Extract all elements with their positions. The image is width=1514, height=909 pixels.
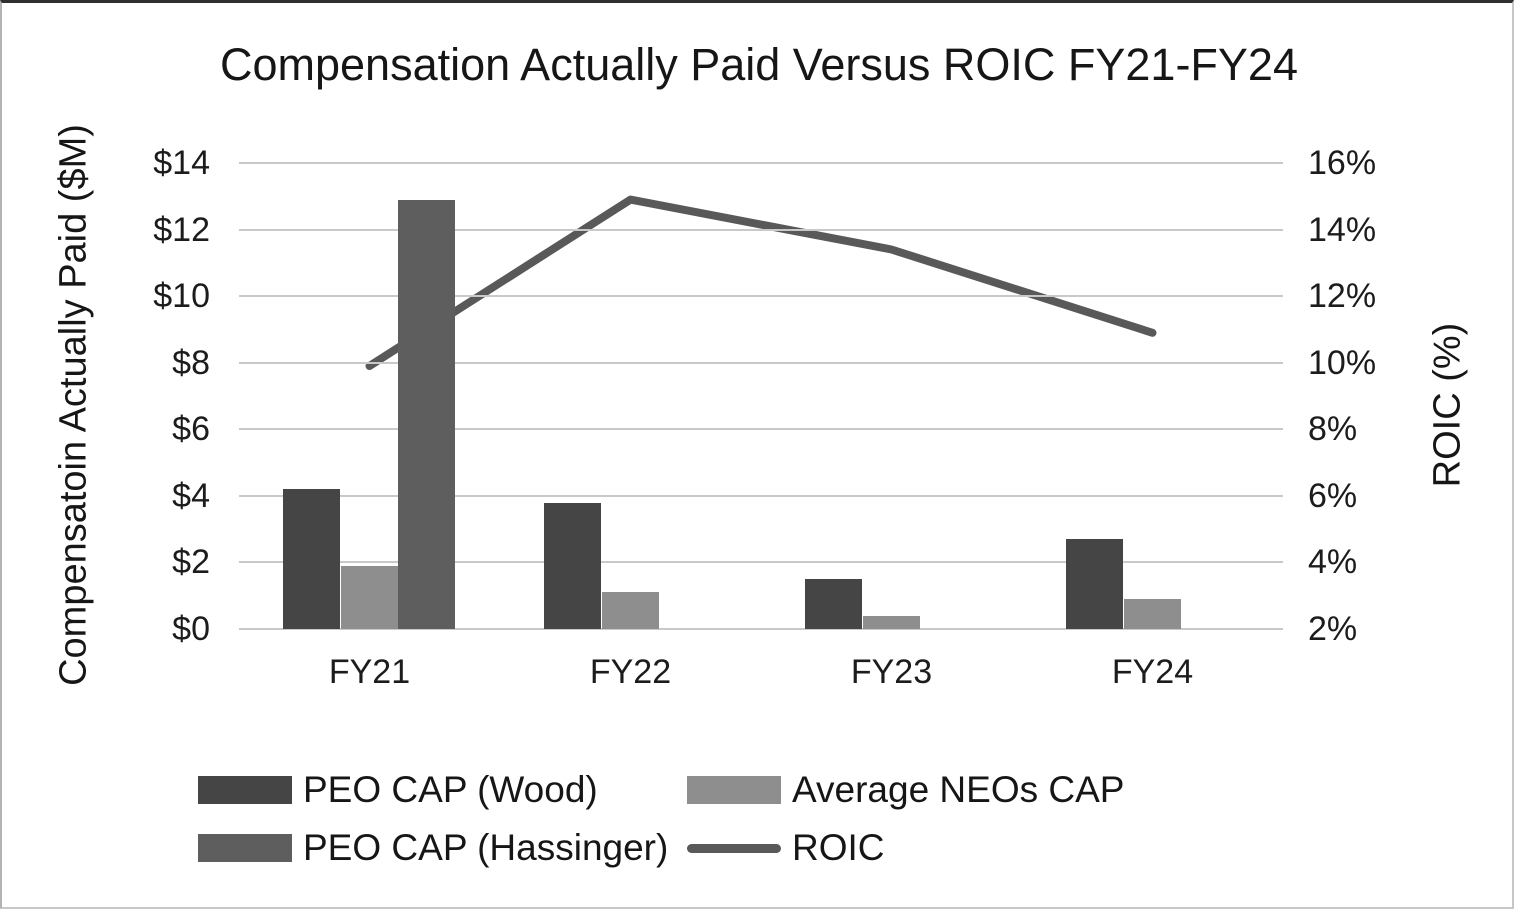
bar-peo-cap-wood-fy24 — [1066, 539, 1124, 629]
legend-line-swatch — [687, 843, 781, 853]
bar-average-neos-cap-fy24 — [1123, 599, 1181, 629]
bar-peo-cap-wood-fy22 — [544, 502, 602, 629]
gridline — [239, 628, 1283, 630]
roic-line — [365, 195, 1157, 370]
legend-label: Average NEOs CAP — [792, 769, 1125, 810]
legend-item-average-neos-cap: Average NEOs CAP — [687, 769, 1124, 811]
gridline — [239, 228, 1283, 231]
x-tick-label: FY21 — [328, 653, 411, 691]
y-tick-label-left: $4 — [172, 476, 210, 515]
y-tick-label-right: 6% — [1308, 476, 1358, 515]
y-tick-label-left: $14 — [153, 144, 210, 182]
bar-average-neos-cap-fy22 — [601, 592, 659, 629]
bar-average-neos-cap-fy23 — [862, 615, 920, 629]
legend-item-roic: ROIC — [687, 827, 885, 869]
y-tick-label-left: $12 — [153, 210, 210, 249]
bar-peo-cap-wood-fy21 — [283, 489, 341, 629]
x-tick-label: FY23 — [850, 653, 933, 691]
y-tick-label-left: $6 — [172, 410, 210, 449]
legend-bar-swatch — [687, 776, 781, 804]
y-tick-label-left: $8 — [172, 343, 210, 382]
y-tick-label-right: 4% — [1308, 543, 1358, 582]
y-tick-label-right: 14% — [1308, 210, 1377, 249]
roic-line-layer — [365, 195, 1157, 370]
y-tick-label-left: $2 — [172, 543, 210, 582]
y-tick-label-right: 2% — [1308, 610, 1358, 648]
y-tick-label-right: 16% — [1308, 144, 1377, 182]
x-tick-label: FY22 — [589, 653, 672, 691]
gridline — [239, 428, 1283, 431]
legend-label: PEO CAP (Hassinger) — [303, 827, 669, 868]
bar-average-neos-cap-fy21 — [340, 565, 398, 629]
legend-bar-swatch — [198, 776, 292, 804]
y-tick-label-left: $0 — [172, 610, 210, 648]
bar-peo-cap-hassinger-fy21 — [398, 199, 456, 629]
chart-title: Compensation Actually Paid Versus ROIC F… — [219, 39, 1298, 90]
gridline — [239, 561, 1283, 564]
y-tick-label-right: 12% — [1308, 277, 1377, 316]
gridline — [239, 494, 1283, 497]
y-tick-label-left: $10 — [153, 277, 210, 316]
legend-bar-swatch — [198, 834, 292, 862]
y-tick-label-right: 8% — [1308, 410, 1358, 449]
y-axis-title-left: Compensatoin Actually Paid ($M) — [52, 124, 95, 686]
bar-peo-cap-wood-fy23 — [805, 579, 863, 629]
gridline — [239, 295, 1283, 298]
gridline — [239, 361, 1283, 364]
legend-label: PEO CAP (Wood) — [303, 769, 598, 810]
x-tick-label: FY24 — [1111, 653, 1194, 691]
y-tick-label-right: 10% — [1308, 343, 1377, 382]
legend-item-peo-cap-wood: PEO CAP (Wood) — [198, 769, 598, 811]
legend-label: ROIC — [792, 827, 885, 868]
legend-item-peo-cap-hassinger: PEO CAP (Hassinger) — [198, 827, 668, 869]
plot-area — [239, 162, 1283, 630]
gridline — [239, 162, 1283, 164]
